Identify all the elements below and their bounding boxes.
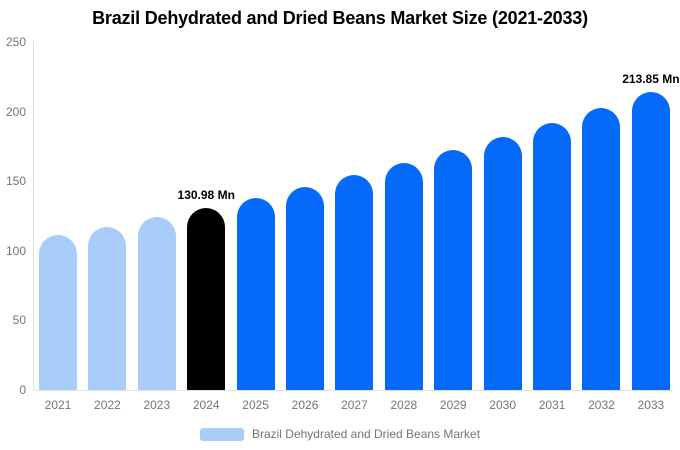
bar-2029 — [434, 150, 473, 390]
legend[interactable]: Brazil Dehydrated and Dried Beans Market — [0, 425, 680, 443]
bar-2025 — [236, 197, 275, 390]
y-tick-label: 50 — [12, 313, 26, 328]
y-tick-label: 250 — [5, 35, 26, 49]
x-tick-label-2022: 2022 — [94, 398, 121, 412]
x-tick-label-2026: 2026 — [291, 398, 319, 412]
x-tick-label-2029: 2029 — [439, 398, 467, 412]
bar-2026 — [286, 186, 325, 390]
bar-2033: 213.85 Mn — [622, 72, 680, 390]
bar-2023 — [137, 217, 176, 390]
legend-label: Brazil Dehydrated and Dried Beans Market — [251, 427, 481, 441]
x-tick-label-2021: 2021 — [44, 398, 72, 412]
y-tick-label: 150 — [5, 174, 26, 189]
x-tick-label-2032: 2032 — [588, 398, 615, 412]
x-axis: 2021 2022 2023 2024 2025 2026 2027 2028 2029 2030… — [39, 398, 670, 412]
x-tick-label-2033: 2033 — [637, 398, 665, 412]
x-tick-label-2028: 2028 — [390, 398, 418, 412]
bar-2031 — [533, 122, 572, 390]
bar-series: 130.98 Mn 213.85 Mn — [39, 42, 680, 390]
bar-value-label-2024: 130.98 Mn — [177, 187, 235, 202]
x-tick-label-2023: 2023 — [143, 398, 171, 412]
bar-2032 — [582, 107, 621, 390]
x-tick-label-2025: 2025 — [242, 398, 269, 412]
y-tick-label: 200 — [5, 104, 26, 119]
x-tick-label-2031: 2031 — [538, 398, 566, 412]
x-tick-label-2030: 2030 — [489, 398, 516, 412]
bar-value-label-2033: 213.85 Mn — [622, 72, 680, 87]
x-tick-label-2027: 2027 — [341, 398, 368, 412]
y-axis-line — [33, 42, 34, 391]
legend-swatch — [199, 427, 244, 441]
bar-2027 — [335, 175, 374, 390]
bar-2028 — [384, 163, 423, 390]
bar-2022 — [88, 226, 127, 390]
x-axis-line — [33, 390, 672, 391]
chart-title: Brazil Dehydrated and Dried Beans Market… — [92, 8, 588, 28]
x-tick-label-2024: 2024 — [192, 398, 220, 412]
y-tick-label: 100 — [5, 243, 26, 258]
y-tick-label: 0 — [19, 383, 26, 397]
bar-2024: 130.98 Mn — [178, 188, 235, 390]
bar-2030 — [483, 137, 522, 390]
bar-2021 — [39, 235, 77, 390]
